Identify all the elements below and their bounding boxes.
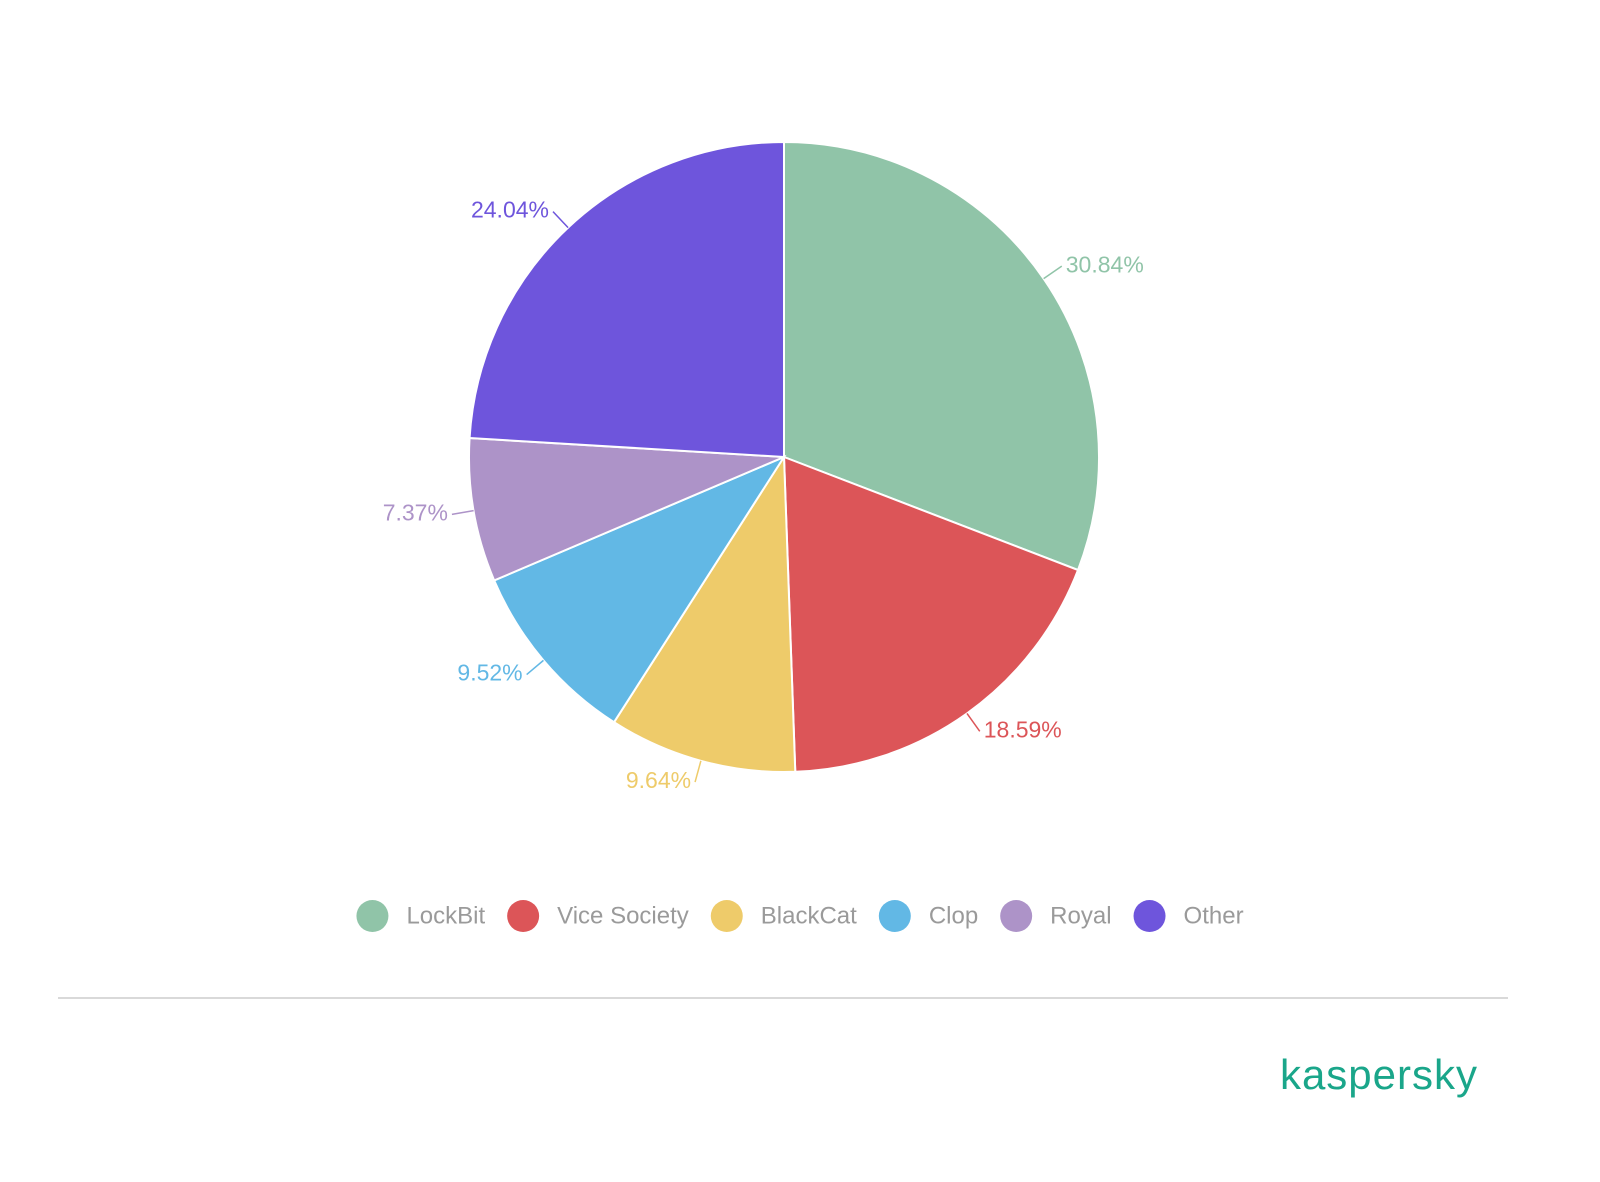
legend-swatch — [1000, 900, 1033, 932]
legend-label: Vice Society — [557, 902, 689, 929]
legend-label: BlackCat — [761, 902, 857, 929]
legend-swatch — [356, 900, 389, 932]
legend-label: LockBit — [406, 902, 485, 929]
legend-item: BlackCat — [710, 900, 857, 932]
leader-line — [694, 760, 702, 783]
legend-label: Royal — [1050, 902, 1111, 929]
legend-swatch — [710, 900, 743, 932]
brand-logo: kaspersky — [1280, 1051, 1478, 1098]
pie-slice — [782, 455, 1080, 773]
leader-line — [526, 659, 544, 676]
data-label: 18.59% — [984, 716, 1062, 742]
pie-slice — [492, 454, 787, 724]
leader-line — [966, 712, 981, 732]
pie-slice — [783, 140, 1100, 572]
data-label: 7.37% — [383, 499, 448, 525]
legend-label: Other — [1184, 902, 1244, 929]
data-label: 9.64% — [626, 767, 691, 793]
legend-swatch — [878, 900, 911, 932]
legend-swatch — [507, 900, 540, 932]
legend-item: Clop — [878, 900, 978, 932]
data-label: 9.52% — [457, 660, 522, 686]
data-label: 24.04% — [471, 197, 549, 223]
legend-swatch — [1133, 900, 1166, 932]
pie-slice — [468, 140, 785, 459]
data-label: 30.84% — [1066, 251, 1144, 277]
leader-line — [552, 211, 569, 229]
pie-slice — [612, 453, 797, 773]
legend-label: Clop — [929, 902, 978, 929]
legend-item: Other — [1133, 900, 1244, 932]
leader-line — [451, 509, 474, 516]
leader-line — [1043, 265, 1063, 280]
legend-item: Royal — [1000, 900, 1112, 932]
legend-item: LockBit — [356, 900, 485, 932]
legend-item: Vice Society — [507, 900, 689, 932]
